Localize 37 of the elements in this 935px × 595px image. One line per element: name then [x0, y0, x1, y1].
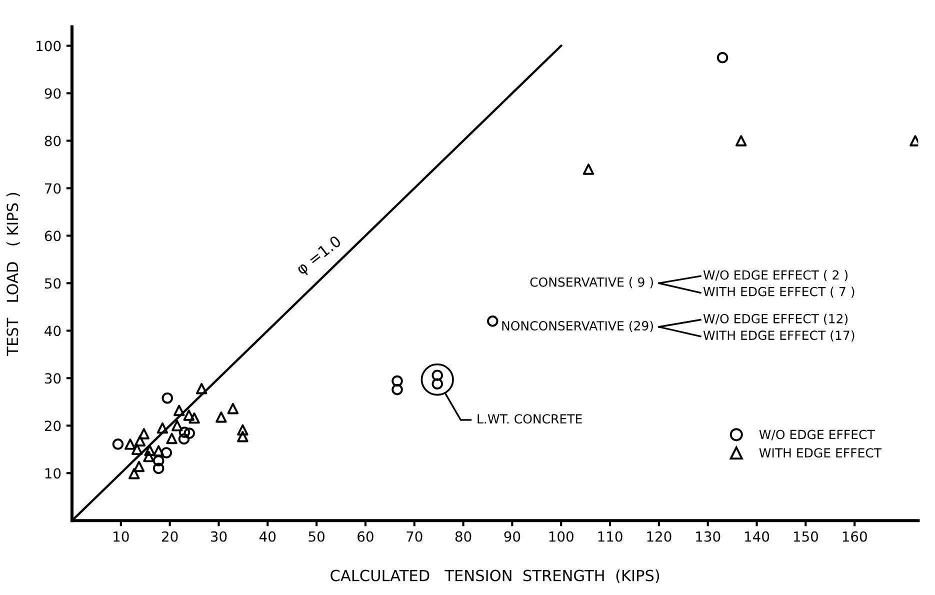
x-tick-label: 150	[794, 531, 818, 542]
annotation: W/O EDGE EFFECT (12)	[703, 314, 848, 325]
legend-label: WITH EDGE EFFECT	[759, 448, 882, 458]
x-tick-label: 130	[696, 531, 720, 542]
annotation: L.WT. CONCRETE	[478, 414, 582, 424]
legend-label: W/O EDGE EFFECT	[759, 430, 875, 440]
y-axis-title: TEST LOAD ( KIPS )	[6, 192, 20, 356]
x-tick-label: 80	[455, 531, 472, 542]
x-tick-label: 110	[598, 531, 622, 542]
y-tick-label: 20	[44, 420, 61, 432]
x-tick-label: 20	[162, 531, 178, 542]
x-tick-label: 90	[504, 531, 520, 542]
annotation: WITH EDGE EFFECT ( 7 )	[703, 286, 854, 298]
x-tick-label: 40	[259, 531, 276, 542]
y-tick-label: 60	[44, 230, 61, 242]
annotation: W/O EDGE EFFECT ( 2 )	[703, 270, 848, 282]
y-tick-label: 100	[36, 40, 61, 52]
y-tick-label: 90	[44, 88, 61, 99]
x-tick-label: 100	[549, 531, 574, 542]
y-tick-label: 80	[44, 136, 61, 146]
y-tick-label: 40	[44, 326, 61, 336]
x-tick-label: 120	[647, 531, 672, 542]
y-tick-label: 50	[44, 278, 61, 289]
annotation: NONCONSERVATIVE (29)	[502, 320, 653, 332]
y-tick-label: 70	[45, 183, 61, 194]
x-tick-label: 140	[745, 531, 770, 542]
y-tick-label: 30	[44, 373, 61, 384]
x-axis-title: CALCULATED TENSION STRENGTH (KIPS)	[330, 570, 660, 584]
x-tick-label: 60	[358, 531, 374, 542]
x-tick-label: 30	[210, 531, 227, 542]
annotation: CONSERVATIVE ( 9 )	[530, 277, 653, 288]
y-tick-label: 10	[45, 468, 61, 479]
x-tick-label: 70	[406, 531, 422, 542]
x-tick-label: 50	[308, 531, 324, 542]
x-tick-label: 160	[842, 531, 867, 542]
annotation: WITH EDGE EFFECT (17)	[703, 330, 854, 342]
x-tick-label: 10	[114, 531, 129, 542]
